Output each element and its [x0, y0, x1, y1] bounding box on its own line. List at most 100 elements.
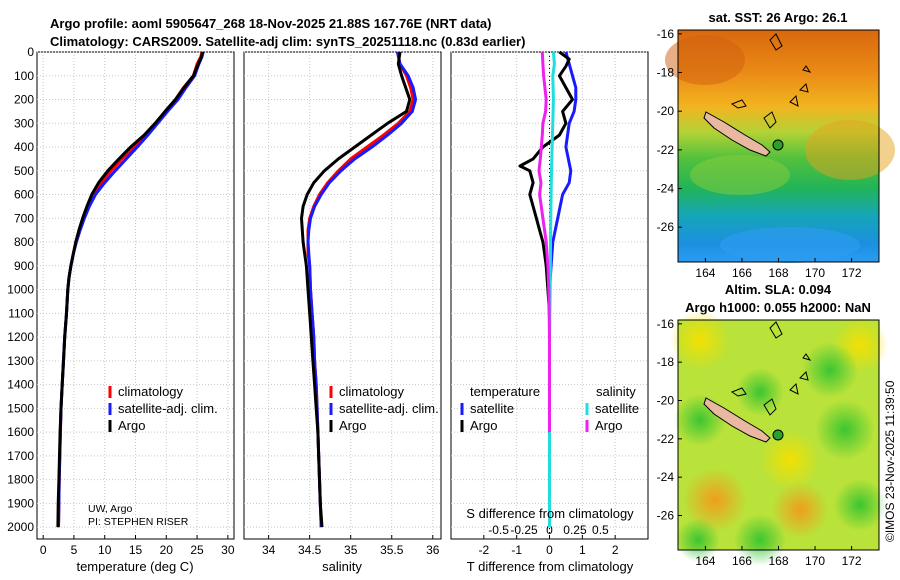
- new-caledonia-landmass: [703, 111, 771, 157]
- salinity-profiles: [300, 51, 418, 528]
- y-tick-label: 600: [14, 188, 34, 202]
- y-tick-label: 200: [14, 93, 34, 107]
- annotation-institution: UW, Argo: [88, 503, 133, 515]
- sst-cool-patch: [720, 227, 860, 263]
- vanuatu-islands: [763, 321, 812, 416]
- temperature-xlabel: temperature (deg C): [76, 559, 193, 574]
- difference-profiles: [518, 50, 578, 528]
- legend-argo-label: Argo: [339, 418, 366, 433]
- s-tick-label: 0: [546, 523, 553, 537]
- map-x-tick-label: 170: [805, 266, 825, 280]
- island-outline: [730, 99, 747, 109]
- x-tick-label: 35: [344, 543, 358, 557]
- profile-line: [300, 51, 412, 528]
- y-tick-label: 900: [14, 259, 34, 273]
- x-tick-label: 15: [129, 543, 143, 557]
- y-tick-label: 1900: [7, 496, 34, 510]
- y-tick-label: 1300: [7, 354, 34, 368]
- annotation-pi: PI: STEPHEN RISER: [88, 516, 189, 528]
- legend-climatology-label: climatology: [339, 384, 405, 399]
- x-tick-label: 34.5: [298, 543, 322, 557]
- x-tick-label: 10: [98, 543, 112, 557]
- map-y-tick-label: -22: [657, 143, 675, 157]
- map-y-tick-label: -16: [657, 317, 675, 331]
- sla-low-blob: [734, 514, 786, 566]
- x-tick-label: 34: [262, 543, 276, 557]
- map-x-tick-label: 170: [805, 554, 825, 568]
- vanuatu-islands: [763, 33, 812, 129]
- difference-panel: -2 -1 0 1 2 -0.5 -0.25 0 0.25 0.5 S difference f…: [450, 50, 649, 574]
- map-y-tick-label: -20: [657, 104, 675, 118]
- temperature-legend: climatology satellite-adj. clim. Argo: [108, 384, 218, 433]
- map-y-tick-label: -24: [657, 470, 675, 484]
- imos-credit: ©IMOS 23-Nov-2025 11:39:50: [883, 380, 897, 542]
- map-x-tick-label: 164: [695, 266, 715, 280]
- difference-legend: temperature satellite Argo salinity sate…: [460, 384, 639, 433]
- map-x-tick-label: 172: [842, 266, 862, 280]
- map-y-tick-label: -18: [657, 66, 675, 80]
- map-y-tick-label: -22: [657, 432, 675, 446]
- new-caledonia-landmass: [703, 397, 771, 443]
- map-y-tick-label: -24: [657, 182, 675, 196]
- x-tick-label: 30: [221, 543, 235, 557]
- legend-s-satellite-label: satellite: [595, 401, 639, 416]
- legend-climatology-label: climatology: [118, 384, 184, 399]
- sla-low-blob: [674, 394, 726, 446]
- x-tick-label: 36: [426, 543, 440, 557]
- map-x-tick-label: 166: [732, 266, 752, 280]
- legend-argo-label: Argo: [118, 418, 145, 433]
- x-tick-label: 5: [71, 543, 78, 557]
- s-tick-label: 0.5: [592, 523, 609, 537]
- sla-low-blob: [815, 400, 875, 460]
- profile-line: [518, 50, 574, 528]
- map-x-tick-label: 168: [768, 554, 788, 568]
- sst-mid-patch: [690, 155, 790, 195]
- island-outline: [730, 387, 747, 397]
- map-x-tick-label: 164: [695, 554, 715, 568]
- salinity-xlabel: salinity: [322, 559, 362, 574]
- temperature-profiles: [56, 51, 205, 528]
- legend-satellite-label: satellite-adj. clim.: [339, 401, 439, 416]
- sst-warm-patch: [805, 120, 895, 180]
- legend-s-argo-label: Argo: [595, 418, 622, 433]
- profile-line: [56, 51, 205, 528]
- y-tick-label: 500: [14, 164, 34, 178]
- s-difference-label: S difference from climatology: [466, 506, 634, 521]
- x-tick-label: 1: [579, 543, 586, 557]
- y-tick-label: 1500: [7, 401, 34, 415]
- x-tick-label: 0: [40, 543, 47, 557]
- sla-high-blob: [683, 468, 747, 532]
- profile-line: [548, 51, 578, 528]
- map-y-tick-label: -26: [657, 220, 675, 234]
- legend-satellite-label: satellite-adj. clim.: [118, 401, 218, 416]
- map-x-tick-label: 168: [768, 266, 788, 280]
- legend-temperature-title: temperature: [470, 384, 540, 399]
- map-y-tick-label: -16: [657, 27, 675, 41]
- difference-tick-labels: -2 -1 0 1 2: [478, 543, 618, 557]
- map-y-tick-label: -20: [657, 394, 675, 408]
- sst-map-panel: sat. SST: 26 Argo: 26.1 164 166 168 170 172 -…: [657, 10, 895, 280]
- y-tick-label: 1800: [7, 473, 34, 487]
- salinity-legend: climatology satellite-adj. clim. Argo: [329, 384, 439, 433]
- temperature-panel: 0100200300400500600700800900100011001200…: [7, 45, 235, 574]
- y-tick-label: 1200: [7, 330, 34, 344]
- y-tick-label: 400: [14, 140, 34, 154]
- legend-t-satellite-label: satellite: [470, 401, 514, 416]
- x-tick-label: -2: [478, 543, 489, 557]
- temperature-gridlines: [37, 51, 234, 539]
- y-tick-label: 1600: [7, 425, 34, 439]
- profile-line: [537, 51, 551, 433]
- sla-high-blob: [760, 430, 820, 490]
- float-position-marker: [772, 429, 784, 441]
- y-tick-label: 100: [14, 69, 34, 83]
- sst-map-title: sat. SST: 26 Argo: 26.1: [709, 10, 848, 25]
- sla-map-title-line2: Argo h1000: 0.055 h2000: NaN: [685, 300, 871, 315]
- map-x-tick-label: 172: [842, 554, 862, 568]
- t-difference-xlabel: T difference from climatology: [467, 559, 634, 574]
- y-tick-label: 1400: [7, 378, 34, 392]
- sst-map-tick-labels: 164 166 168 170 172 -16 -18 -20 -22 -24 -26: [657, 27, 862, 280]
- sla-low-blob: [834, 479, 886, 531]
- y-tick-label: 700: [14, 211, 34, 225]
- legend-salinity-title: salinity: [596, 384, 636, 399]
